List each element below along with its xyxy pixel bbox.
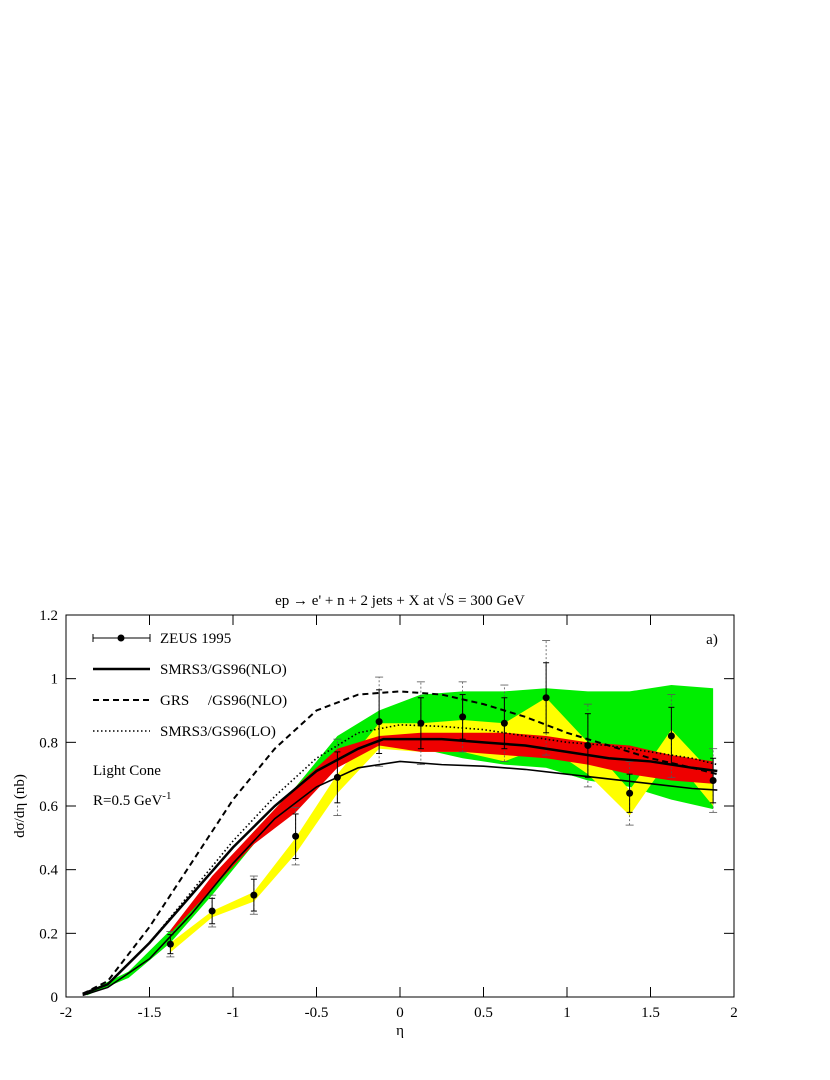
- data-point: [626, 789, 634, 797]
- y-tick-label: 0.2: [39, 926, 58, 942]
- data-point: [542, 694, 550, 702]
- annotation: R=0.5 GeV-1: [93, 790, 171, 809]
- x-tick-label: 1.5: [641, 1005, 660, 1021]
- x-tick-label: 1: [563, 1005, 571, 1021]
- x-tick-label: -2: [60, 1005, 73, 1021]
- curve: [82, 760, 718, 997]
- y-tick-label: 1: [51, 672, 59, 688]
- x-tick-label: 0: [396, 1005, 404, 1021]
- y-tick-label: 0.4: [39, 863, 58, 879]
- data-point: [709, 777, 717, 785]
- band: [86, 685, 714, 996]
- legend-label: ZEUS 1995: [160, 631, 231, 647]
- y-axis-label: dσ/dη (nb): [12, 774, 28, 838]
- legend-symbol: [117, 634, 125, 642]
- y-tick-label: 0.8: [39, 735, 58, 751]
- annotation: Light Cone: [93, 763, 161, 779]
- y-tick-label: 1.2: [39, 608, 58, 624]
- data-point: [500, 719, 508, 727]
- data-point: [667, 732, 675, 740]
- x-tick-label: 0.5: [474, 1005, 493, 1021]
- legend-label: SMRS3/GS96(NLO): [160, 662, 287, 678]
- chart-title: ep → e' + n + 2 jets + X at √S = 300 GeV: [275, 593, 525, 609]
- x-tick-label: 2: [730, 1005, 738, 1021]
- annotation-superscript: -1: [162, 790, 171, 802]
- legend-label: SMRS3/GS96(LO): [160, 724, 276, 740]
- x-axis-label: η: [396, 1023, 404, 1039]
- band: [170, 732, 714, 934]
- y-tick-label: 0.6: [39, 799, 58, 815]
- annotation: a): [706, 632, 718, 648]
- data-point: [166, 940, 174, 948]
- legend-label: GRS /GS96(NLO): [160, 693, 287, 709]
- data-point: [250, 891, 258, 899]
- data-point: [208, 907, 216, 915]
- data-point: [375, 718, 383, 726]
- annotation-text: R=0.5 GeV: [93, 793, 162, 809]
- data-point: [459, 713, 467, 721]
- y-tick-label: 0: [51, 990, 59, 1006]
- data-point: [292, 832, 300, 840]
- x-tick-label: -1: [227, 1005, 240, 1021]
- x-tick-label: -1.5: [138, 1005, 162, 1021]
- x-tick-label: -0.5: [305, 1005, 329, 1021]
- curve: [82, 724, 718, 995]
- curve: [82, 737, 718, 995]
